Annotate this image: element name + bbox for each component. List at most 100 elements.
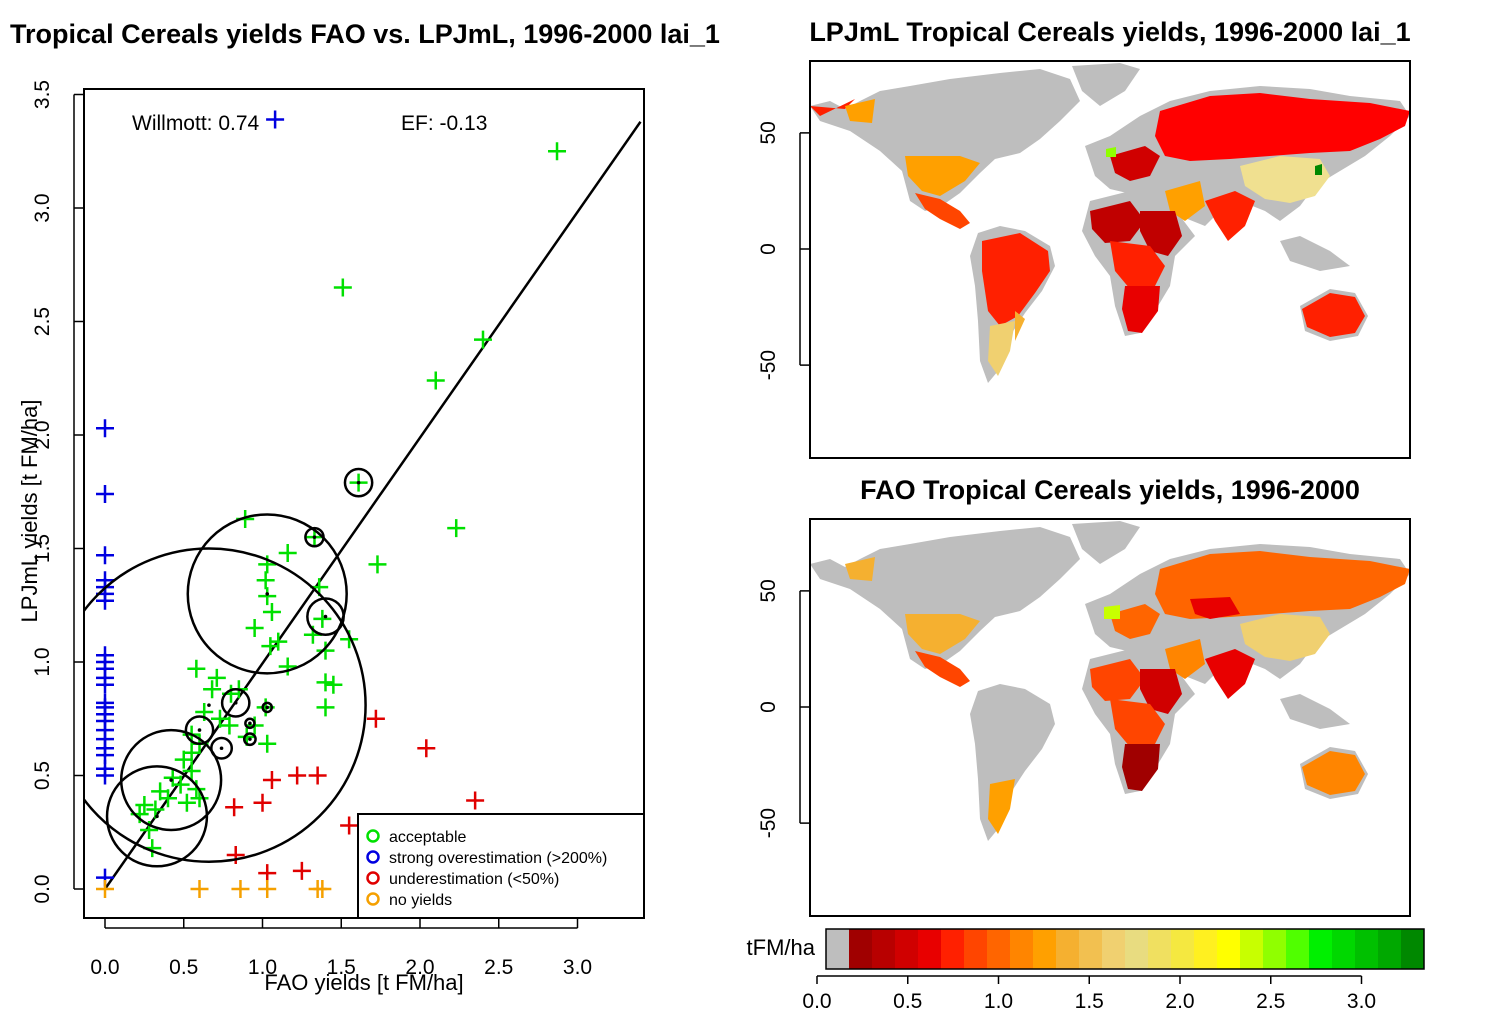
region-east-africa: [1140, 669, 1182, 714]
region-australia: [1302, 293, 1365, 337]
region-southern-africa: [1122, 744, 1160, 791]
point-strong: [96, 675, 114, 694]
legend-marker-underestimation: [366, 871, 380, 885]
point-underestimation: [253, 793, 272, 812]
point-acceptable: [245, 618, 264, 637]
region-argentina: [988, 779, 1015, 834]
colorbar-cells: [826, 929, 1425, 969]
region-southern-africa: [1122, 286, 1160, 333]
colorbar-cell: [895, 929, 919, 969]
scatter-xlabel: FAO yields [t FM/ha]: [264, 970, 463, 995]
point-acceptable: [207, 668, 226, 687]
point-underestimation: [366, 709, 385, 728]
point-acceptable: [426, 371, 445, 390]
region-east-africa: [1140, 211, 1182, 256]
point-acceptable: [447, 519, 466, 538]
point-no: [258, 880, 277, 898]
region-central-asia: [1190, 597, 1240, 619]
map-bottom-panel: FAO Tropical Cereals yields, 1996-2000: [757, 475, 1411, 917]
size-circle: [84, 547, 367, 863]
colorbar-cell: [1332, 929, 1356, 969]
point-acceptable: [278, 657, 297, 676]
x-tick-label: 1.0: [248, 956, 277, 979]
region-mexico: [915, 651, 970, 687]
region-india: [1205, 649, 1255, 699]
region-west-africa: [1090, 201, 1145, 243]
map-bottom-yaxis: 50 0 -50: [757, 579, 810, 838]
legend-label-no-yields: no yields: [389, 892, 452, 909]
greenland: [1072, 521, 1140, 564]
colorbar-cell: [964, 929, 988, 969]
map-bottom-title: FAO Tropical Cereals yields, 1996-2000: [860, 475, 1360, 505]
colorbar-tick-label: 3.0: [1347, 990, 1376, 1013]
colorbar-tick-label: 1.5: [1075, 990, 1104, 1013]
point-no: [231, 880, 250, 898]
scatter-legend: acceptable strong overestimation (>200%)…: [357, 813, 645, 919]
colorbar-cell: [1102, 929, 1126, 969]
x-tick-label: 0.0: [90, 956, 119, 979]
point-acceptable: [159, 789, 177, 808]
circle-center-dot: [219, 746, 224, 751]
colorbar-tick-label: 1.0: [984, 990, 1013, 1013]
point-acceptable: [269, 632, 288, 651]
point-underestimation: [258, 864, 277, 883]
colorbar-cell: [849, 929, 873, 969]
circle-center-dot: [197, 728, 202, 732]
colorbar-frame: [825, 928, 1425, 970]
point-underestimation: [292, 861, 311, 880]
map-top-area: [810, 63, 1410, 383]
point-acceptable: [333, 278, 352, 297]
se-asia-islands: [1280, 694, 1350, 729]
ef-label: EF: -0.13: [401, 112, 487, 135]
colorbar-cell: [1309, 929, 1333, 969]
y-tick-label: 2.5: [31, 307, 54, 336]
colorbar-tick-label: 2.0: [1165, 990, 1194, 1013]
y-tick-label: 0.0: [31, 874, 54, 903]
region-west-africa: [1090, 659, 1145, 701]
map-bottom-frame: [809, 518, 1411, 917]
colorbar-cell: [1148, 929, 1172, 969]
legend-label-underestimation: underestimation (<50%): [389, 871, 559, 888]
colorbar-cell: [987, 929, 1011, 969]
x-tick-label: 1.5: [327, 956, 356, 979]
point-underestimation: [262, 771, 281, 790]
map-y-tick-label: 0: [757, 701, 780, 713]
legend-label-overestimation: strong overestimation (>200%): [389, 850, 607, 867]
colorbar-cell: [1240, 929, 1264, 969]
south-america: [970, 684, 1055, 841]
colorbar-cell: [1263, 929, 1287, 969]
size-circle: [244, 717, 256, 730]
point-acceptable: [474, 330, 492, 349]
point-underestimation: [288, 766, 307, 785]
colorbar-cell: [1194, 929, 1218, 969]
size-circle: [220, 687, 251, 718]
map-top-frame: [809, 60, 1411, 459]
region-south-america: [982, 233, 1050, 326]
map-top-panel: LPJmL Tropical Cereals yields, 1996-2000…: [757, 17, 1411, 459]
scatter-ylabel: LPJmL yields [t FM/ha]: [17, 400, 42, 623]
colorbar: tFM/ha 0.0 0.5 1.0 1.5 2.0 2.5 3.0: [747, 928, 1425, 1013]
map-top-title: LPJmL Tropical Cereals yields, 1996-2000…: [809, 17, 1410, 47]
point-acceptable: [187, 659, 206, 678]
colorbar-cell: [1056, 929, 1080, 969]
map-top-yaxis: 50 0 -50: [757, 121, 810, 380]
x-tick-label: 3.0: [563, 956, 592, 979]
point-acceptable: [182, 761, 201, 780]
size-circle: [210, 736, 234, 760]
circle-center-dot: [265, 592, 270, 596]
circle-center-dot: [265, 705, 270, 710]
legend-marker-overestimation: [366, 850, 380, 864]
point-underestimation: [308, 766, 327, 785]
point-no: [190, 880, 209, 898]
point-underestimation: [225, 798, 244, 817]
circle-center-dot: [233, 701, 238, 705]
legend-label-acceptable: acceptable: [389, 829, 466, 846]
point-acceptable: [278, 544, 297, 563]
colorbar-tick-label: 0.5: [893, 990, 922, 1013]
scatter-panel: Tropical Cereals yields FAO vs. LPJmL, 1…: [10, 19, 720, 995]
point-acceptable: [210, 709, 229, 728]
point-acceptable: [258, 734, 277, 753]
colorbar-cell: [1033, 929, 1057, 969]
circle-center-dot: [155, 814, 159, 819]
